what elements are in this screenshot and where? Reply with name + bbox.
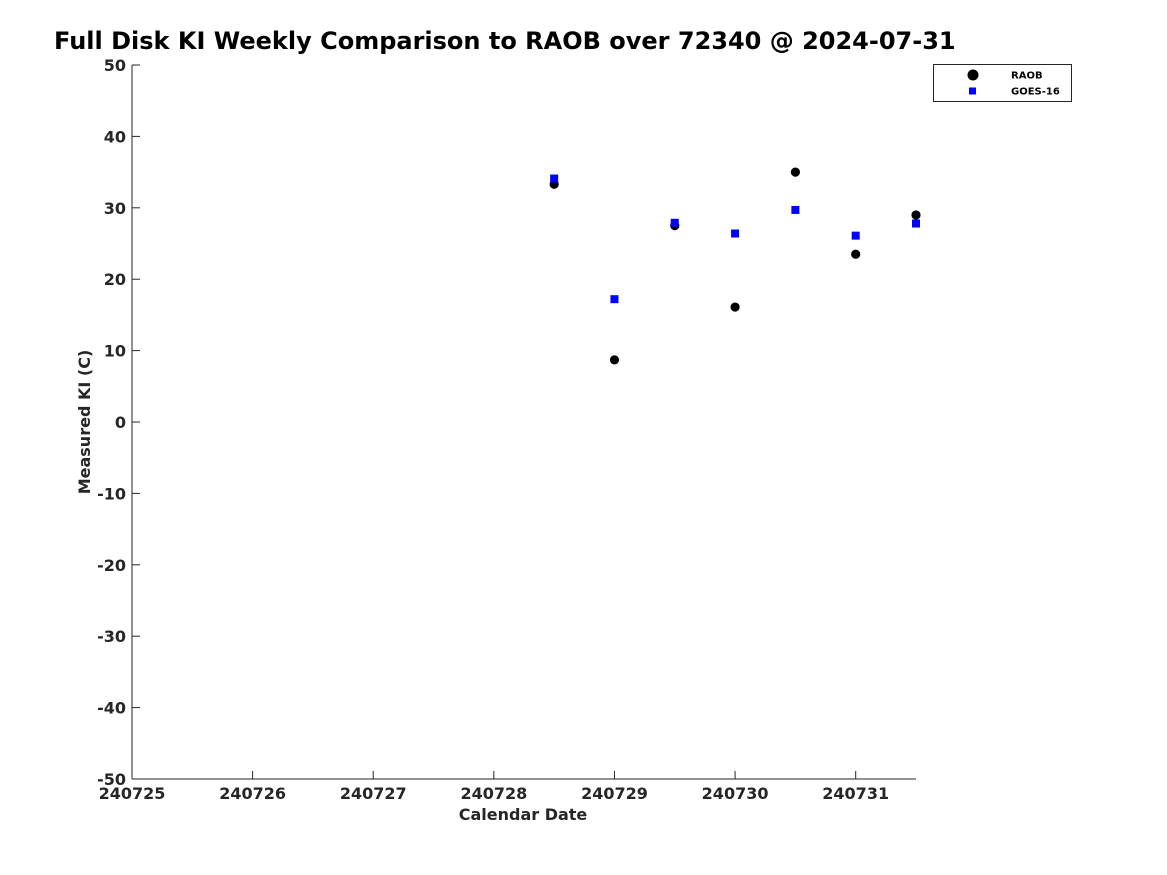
legend-label-raob: RAOB <box>1011 71 1043 82</box>
y-tick-label: 50 <box>104 56 126 75</box>
legend-label-goes-16: GOES-16 <box>1011 87 1060 98</box>
x-tick-label: 240730 <box>702 784 769 803</box>
legend-marker-goes-16 <box>969 87 976 95</box>
raob-point <box>790 167 800 177</box>
x-axis-label: Calendar Date <box>459 805 588 824</box>
y-tick-label: -10 <box>97 484 126 503</box>
goes-16-point <box>550 174 559 183</box>
legend-marker-raob <box>967 69 979 81</box>
y-tick-label: 0 <box>115 413 126 432</box>
y-axis-label: Measured KI (C) <box>75 350 94 495</box>
y-tick-label: 10 <box>104 342 126 361</box>
legend: RAOB GOES-16 <box>933 64 1072 102</box>
y-tick-label: -50 <box>97 770 126 789</box>
goes-16-point <box>791 205 800 214</box>
axes-layer: -50 -40 -30 -20 -10 0 10 20 30 40 50 240725 240726 24… <box>97 56 916 803</box>
x-tick-label: 240725 <box>99 784 166 803</box>
y-tick-label: -20 <box>97 556 126 575</box>
goes-16-point <box>670 218 679 227</box>
legend-box <box>933 64 1072 102</box>
chart-title: Full Disk KI Weekly Comparison to RAOB o… <box>54 27 956 55</box>
y-tick-label: 40 <box>104 127 126 146</box>
x-tick-label: 240728 <box>460 784 527 803</box>
goes-16-point <box>912 219 920 228</box>
goes-16-point <box>731 229 740 238</box>
raob-point <box>851 249 861 259</box>
y-tick-label: 20 <box>104 270 126 289</box>
marks-layer <box>549 167 921 365</box>
y-tick-label: -30 <box>97 627 126 646</box>
x-tick-label: 240727 <box>340 784 407 803</box>
goes-16-point <box>610 295 619 304</box>
x-tick-label: 240729 <box>581 784 648 803</box>
raob-point <box>609 355 620 365</box>
raob-point <box>911 210 921 220</box>
x-tick-label: 240731 <box>822 784 889 803</box>
y-tick-label: 30 <box>104 199 126 218</box>
raob-point <box>730 302 740 312</box>
goes-16-point <box>851 231 860 240</box>
y-tick-label: -40 <box>97 699 126 718</box>
x-tick-label: 240726 <box>219 784 286 803</box>
